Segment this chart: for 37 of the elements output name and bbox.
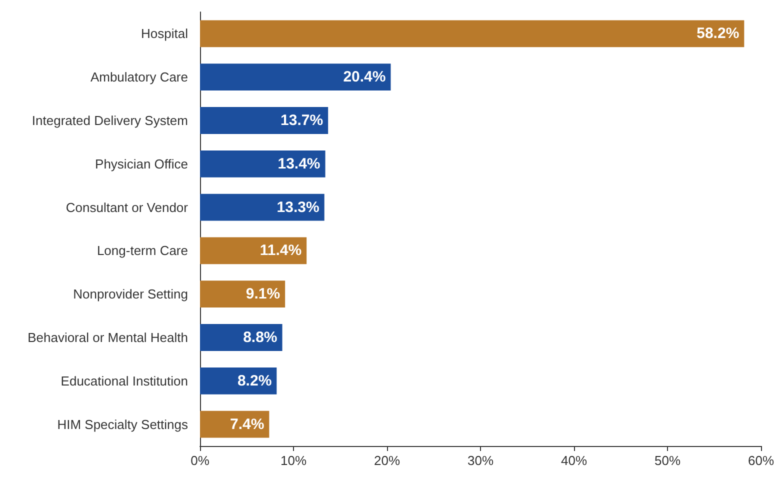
x-tick-label: 30% [467, 453, 494, 468]
data-label: 13.3% [276, 198, 320, 216]
bar [200, 20, 744, 48]
y-tick-label: Integrated Delivery System [32, 113, 188, 128]
y-tick-label: HIM Specialty Settings [57, 416, 188, 432]
data-label: 8.8% [243, 329, 278, 346]
bar [200, 237, 307, 264]
x-tick-label: 50% [654, 453, 681, 468]
data-label: 13.4% [278, 155, 320, 172]
data-label: 13.7% [280, 112, 324, 129]
x-tick-label: 10% [280, 453, 307, 468]
bar [200, 150, 326, 178]
y-tick-label: Educational Institution [60, 373, 188, 388]
y-tick-label: Long-term Care [96, 243, 188, 258]
bar [200, 280, 286, 308]
x-tick-label: 60% [748, 453, 774, 468]
data-label: 7.4% [230, 416, 264, 433]
y-tick-label: Hospital [141, 26, 188, 42]
x-tick-label: 0% [190, 453, 210, 468]
y-tick-label: Nonprovider Setting [73, 286, 188, 302]
bar [200, 410, 270, 438]
x-tick-label: 20% [374, 453, 400, 468]
bar [200, 64, 391, 91]
data-label: 58.2% [696, 25, 740, 42]
data-label: 11.4% [260, 242, 302, 260]
x-tick-label: 40% [560, 453, 588, 468]
bar [200, 194, 324, 221]
y-tick-label: Ambulatory Care [90, 70, 188, 85]
y-tick-label: Behavioral or Mental Health [28, 330, 188, 345]
data-label: 9.1% [246, 286, 280, 303]
data-label: 20.4% [343, 68, 386, 86]
bar [200, 324, 282, 351]
data-label: 8.2% [237, 372, 272, 390]
bar [200, 367, 277, 394]
y-tick-label: Physician Office [95, 156, 188, 172]
bar [200, 107, 328, 134]
y-tick-label: Consultant or Vendor [66, 200, 189, 215]
